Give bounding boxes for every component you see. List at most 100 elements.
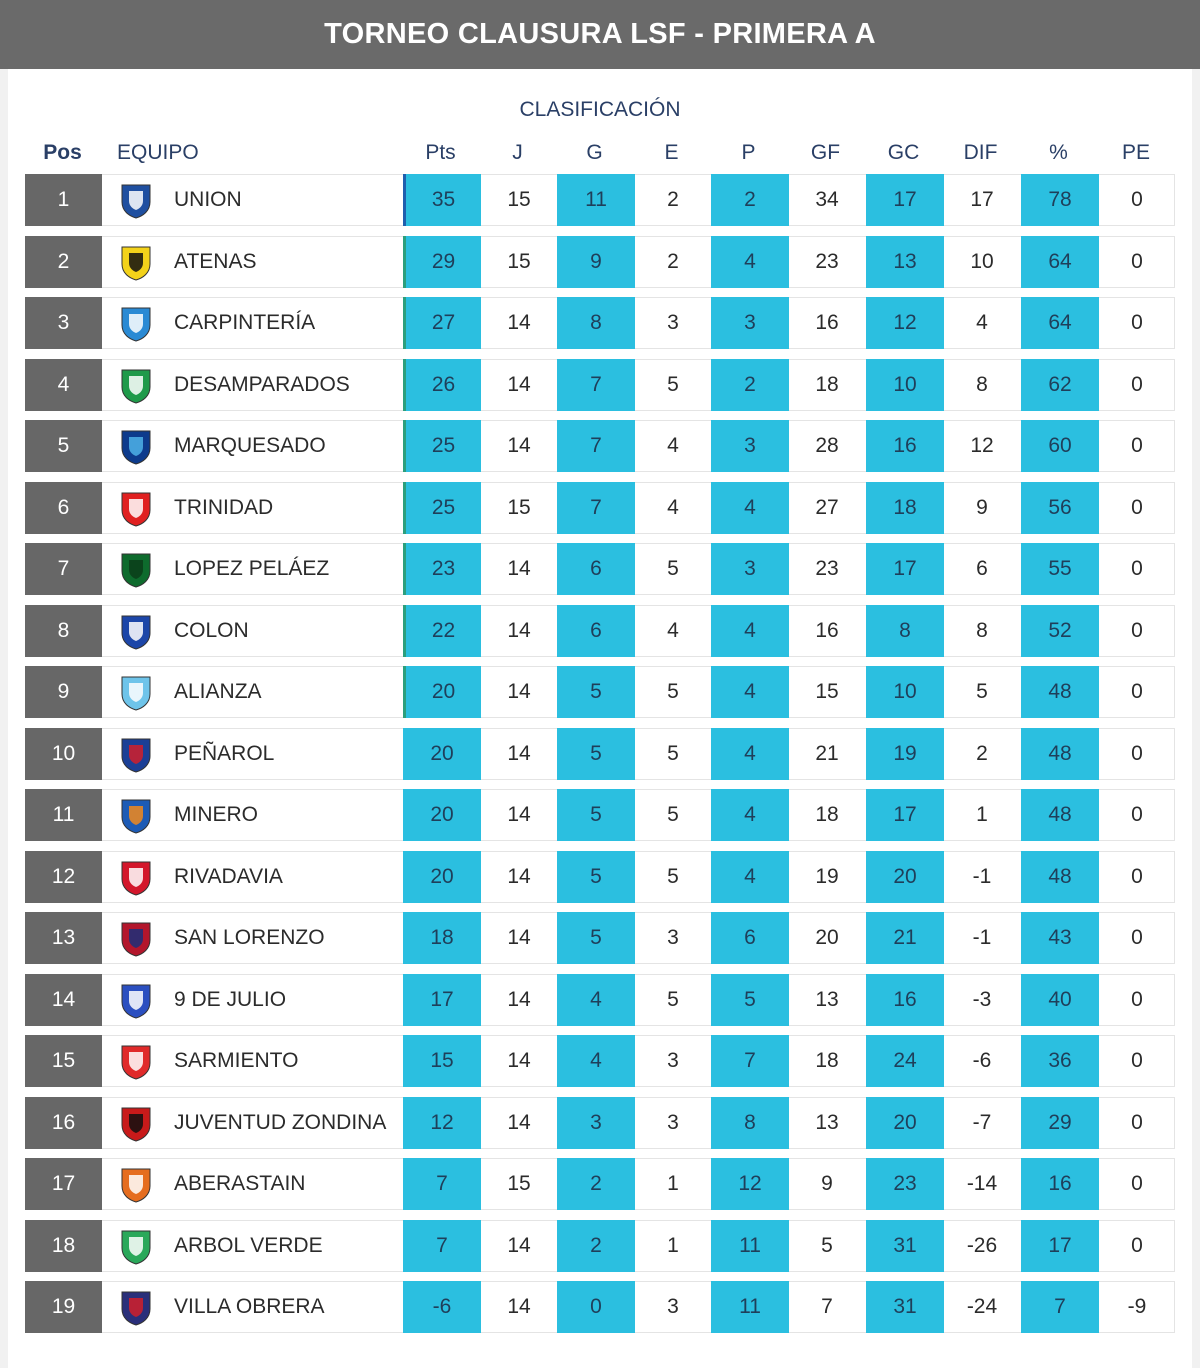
- gc-cell: 21: [866, 912, 944, 964]
- team-name[interactable]: RIVADAVIA: [174, 864, 283, 888]
- position-cell: 3: [25, 297, 102, 349]
- e-cell: 5: [667, 680, 679, 703]
- gc-cell: 17: [866, 174, 944, 226]
- p-cell: 3: [711, 543, 789, 595]
- team-name[interactable]: ARBOL VERDE: [174, 1233, 323, 1257]
- header-j[interactable]: J: [512, 141, 523, 164]
- position-cell: 5: [25, 420, 102, 472]
- g-cell: 7: [557, 358, 635, 411]
- gc-cell: 16: [866, 420, 944, 472]
- header-g[interactable]: G: [586, 141, 603, 164]
- gc-cell: 16: [866, 973, 944, 1026]
- header-p[interactable]: P: [741, 141, 756, 164]
- table-row[interactable]: 14 9 DE JULIO 17 14 4 5 5 13 16 -3 40 0: [25, 973, 1175, 1026]
- g-cell: 6: [557, 543, 635, 595]
- gf-cell: 15: [815, 680, 839, 703]
- gf-cell: 20: [815, 926, 839, 949]
- team-name[interactable]: ABERASTAIN: [174, 1172, 306, 1195]
- pct-cell: 7: [1021, 1281, 1099, 1333]
- g-cell: 3: [557, 1096, 635, 1149]
- p-cell: 4: [711, 235, 789, 288]
- table-row[interactable]: 16 JUVENTUD ZONDINA 12 14 3 3 8 13 20 -7 29 0: [25, 1096, 1175, 1149]
- j-cell: 14: [507, 1295, 531, 1318]
- team-name[interactable]: DESAMPARADOS: [174, 372, 350, 396]
- table-row[interactable]: 4 DESAMPARADOS 26 14 7 5 2 18 10 8 62 0: [25, 358, 1175, 411]
- header-pe[interactable]: PE: [1121, 141, 1150, 164]
- position-cell: 19: [25, 1281, 102, 1333]
- team-name[interactable]: MARQUESADO: [174, 434, 326, 457]
- e-cell: 1: [667, 1172, 679, 1195]
- table-row[interactable]: 13 SAN LORENZO 18 14 5 3 6 20 21 -1 43 0: [25, 912, 1175, 964]
- pe-cell: 0: [1131, 680, 1143, 703]
- team-name[interactable]: JUVENTUD ZONDINA: [174, 1110, 387, 1134]
- pts-cell: 7: [403, 1219, 481, 1272]
- p-cell: 8: [711, 1096, 789, 1149]
- table-row[interactable]: 17 ABERASTAIN 7 15 2 1 12 9 23 -14 16 0: [25, 1158, 1175, 1210]
- table-row[interactable]: 6 TRINIDAD 25 15 7 4 4 27 18 9 56 0: [25, 481, 1175, 534]
- pe-cell: 0: [1131, 1049, 1143, 1072]
- marquesado-crest-icon: [121, 430, 151, 465]
- table-row[interactable]: 3 CARPINTERÍA 27 14 8 3 3 16 12 4 64 0: [25, 297, 1175, 349]
- table-row[interactable]: 8 COLON 22 14 6 4 4 16 8 8 52 0: [25, 604, 1175, 657]
- dif-cell: 1: [976, 803, 988, 826]
- team-name[interactable]: CARPINTERÍA: [174, 311, 316, 334]
- table-row[interactable]: 5 MARQUESADO 25 14 7 4 3 28 16 12 60 0: [25, 420, 1175, 472]
- aberastain-crest-icon: [121, 1168, 151, 1203]
- team-name[interactable]: LOPEZ PELÁEZ: [174, 557, 330, 580]
- team-name[interactable]: ATENAS: [174, 249, 257, 273]
- pts-cell: 27: [403, 297, 481, 349]
- team-name[interactable]: VILLA OBRERA: [174, 1295, 325, 1318]
- team-name[interactable]: ALIANZA: [174, 680, 262, 703]
- p-cell: 4: [711, 481, 789, 534]
- g-cell: 5: [557, 727, 635, 780]
- pct-cell: 55: [1021, 543, 1099, 595]
- header-gf[interactable]: GF: [810, 141, 841, 164]
- p-cell: 4: [711, 604, 789, 657]
- dif-cell: 10: [970, 249, 994, 273]
- team-name[interactable]: SARMIENTO: [174, 1049, 299, 1072]
- team-name[interactable]: TRINIDAD: [174, 495, 274, 519]
- header-pct[interactable]: %: [1049, 141, 1068, 164]
- j-cell: 14: [507, 987, 531, 1011]
- header-e[interactable]: E: [664, 141, 679, 164]
- gf-cell: 23: [815, 249, 839, 273]
- e-cell: 2: [667, 188, 679, 211]
- dif-cell: 9: [976, 495, 988, 519]
- header-gc[interactable]: GC: [887, 141, 920, 164]
- pts-cell: 20: [403, 727, 481, 780]
- pct-cell: 62: [1021, 358, 1099, 411]
- table-row[interactable]: 1 UNION 35 15 11 2 2 34 17 17 78 0: [25, 174, 1175, 226]
- table-row[interactable]: 19 VILLA OBRERA -6 14 0 3 11 7 31 -24 7 -9: [25, 1281, 1175, 1333]
- team-name[interactable]: COLON: [174, 618, 249, 642]
- team-name[interactable]: MINERO: [174, 803, 258, 826]
- table-row[interactable]: 9 ALIANZA 20 14 5 5 4 15 10 5 48 0: [25, 666, 1175, 718]
- team-name[interactable]: SAN LORENZO: [174, 926, 325, 949]
- header-pts[interactable]: Pts: [425, 141, 456, 164]
- header-dif[interactable]: DIF: [963, 141, 998, 164]
- gc-cell: 31: [866, 1219, 944, 1272]
- union-crest-icon: [121, 184, 151, 219]
- header-pos[interactable]: Pos: [43, 141, 82, 164]
- team-name[interactable]: PEÑAROL: [174, 741, 275, 765]
- pe-cell: 0: [1131, 741, 1143, 765]
- table-row[interactable]: 10 PEÑAROL 20 14 5 5 4 21 19 2 48 0: [25, 727, 1175, 780]
- table-row[interactable]: 2 ATENAS 29 15 9 2 4 23 13 10 64 0: [25, 235, 1175, 288]
- page-title: TORNEO CLAUSURA LSF - PRIMERA A: [324, 18, 876, 50]
- pct-cell: 48: [1021, 789, 1099, 841]
- table-row[interactable]: 11 MINERO 20 14 5 5 4 18 17 1 48 0: [25, 789, 1175, 841]
- gf-cell: 18: [815, 803, 839, 826]
- table-row[interactable]: 18 ARBOL VERDE 7 14 2 1 11 5 31 -26 17 0: [25, 1219, 1175, 1272]
- j-cell: 14: [507, 864, 531, 888]
- header-team[interactable]: EQUIPO: [117, 141, 199, 164]
- pe-cell: 0: [1131, 434, 1143, 457]
- table-row[interactable]: 15 SARMIENTO 15 14 4 3 7 18 24 -6 36 0: [25, 1035, 1175, 1087]
- p-cell: 4: [711, 666, 789, 718]
- pts-cell: 25: [403, 481, 481, 534]
- table-row[interactable]: 7 LOPEZ PELÁEZ 23 14 6 5 3 23 17 6 55 0: [25, 543, 1175, 595]
- team-name[interactable]: UNION: [174, 188, 242, 211]
- g-cell: 8: [557, 297, 635, 349]
- team-name[interactable]: 9 DE JULIO: [174, 987, 287, 1011]
- pts-cell: 22: [403, 604, 481, 657]
- table-row[interactable]: 12 RIVADAVIA 20 14 5 5 4 19 20 -1 48 0: [25, 850, 1175, 903]
- g-cell: 2: [557, 1219, 635, 1272]
